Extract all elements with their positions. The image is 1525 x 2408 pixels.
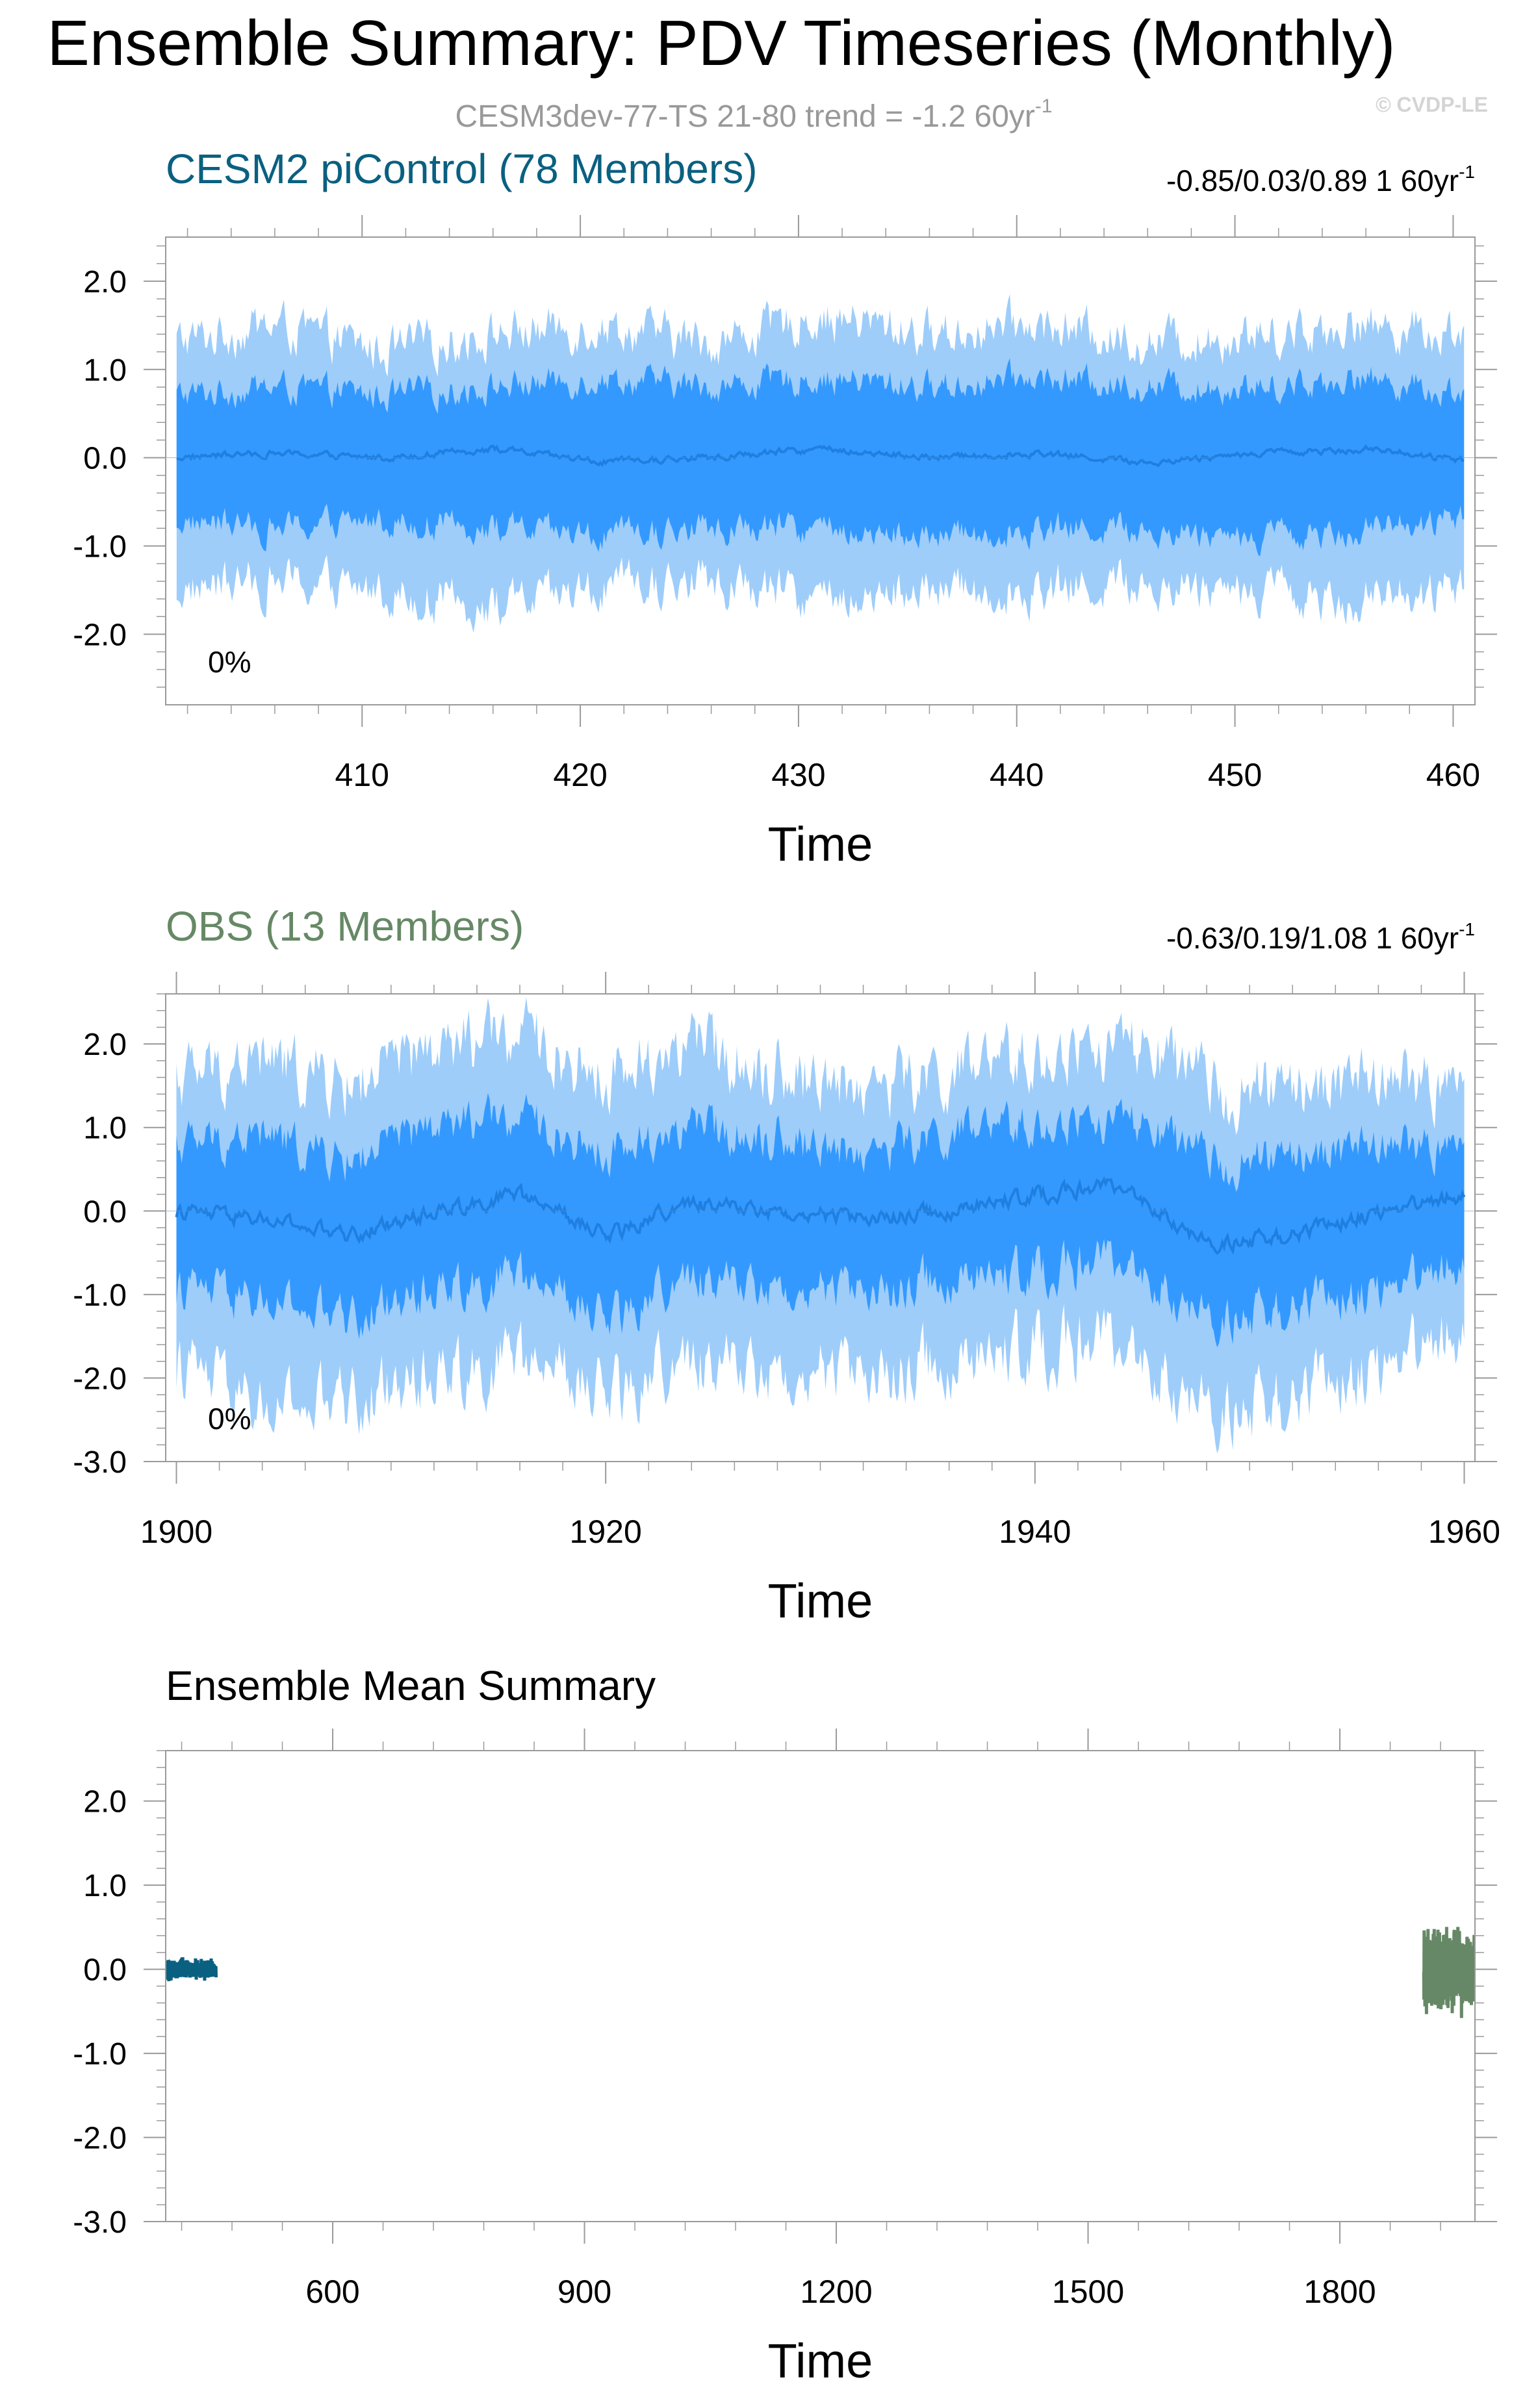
ensemble-mean-line bbox=[175, 1176, 1466, 1255]
subtitle-superscript: -1 bbox=[1035, 95, 1053, 117]
x-tick-label: 410 bbox=[335, 757, 389, 793]
y-tick-label: -3.0 bbox=[73, 1445, 127, 1480]
subtitle-text: CESM3dev-77-TS 21-80 trend = -1.2 60yr bbox=[455, 99, 1034, 134]
x-axis-label: Time bbox=[768, 2334, 873, 2388]
y-tick-label: -2.0 bbox=[73, 2122, 127, 2156]
y-tick-label: 0.0 bbox=[83, 442, 127, 476]
panel-stats-superscript: -1 bbox=[1459, 162, 1475, 182]
panel-stats: -0.85/0.03/0.89 1 60yr-1 bbox=[1166, 162, 1475, 197]
data-layer bbox=[166, 1927, 1475, 2018]
y-tick-label: -3.0 bbox=[73, 2205, 127, 2240]
plot-frame bbox=[165, 1750, 1476, 2222]
ensemble-mean-series-picontrol bbox=[166, 1957, 218, 1982]
y-tick-label: -2.0 bbox=[73, 1362, 127, 1396]
percent-label: 0% bbox=[208, 1402, 251, 1436]
data-layer bbox=[166, 294, 1475, 633]
panel-cesm2-picontrol: CESM2 piControl (78 Members) -0.85/0.03/0… bbox=[73, 146, 1497, 871]
panel-stats-superscript: -1 bbox=[1459, 919, 1475, 939]
inner-range-band bbox=[176, 358, 1465, 556]
panel-ensemble-mean-summary: Ensemble Mean Summary 2.0 1.0 0.0 -1.0 -2.0 -3… bbox=[73, 1662, 1497, 2388]
panel-title: CESM2 piControl (78 Members) bbox=[166, 146, 758, 192]
x-tick-label: 440 bbox=[990, 757, 1044, 793]
x-tick-label: 600 bbox=[305, 2274, 359, 2310]
x-tick-label: 450 bbox=[1208, 757, 1262, 793]
x-tick-label: 1500 bbox=[1052, 2274, 1124, 2310]
x-tick-label: 1960 bbox=[1428, 1514, 1500, 1550]
y-tick-label: -1.0 bbox=[73, 1278, 127, 1313]
inner-range-band bbox=[176, 1093, 1465, 1347]
x-tick-label: 1200 bbox=[800, 2274, 872, 2310]
y-tick-label: 1.0 bbox=[83, 1111, 127, 1146]
y-tick-label: 2.0 bbox=[83, 1028, 127, 1062]
watermark: © CVDP-LE bbox=[1376, 93, 1488, 116]
x-tick-label: 1800 bbox=[1303, 2274, 1376, 2310]
percent-label: 0% bbox=[208, 645, 251, 679]
x-tick-label: 1900 bbox=[140, 1514, 212, 1550]
y-tick-label: 2.0 bbox=[83, 265, 127, 299]
panel-obs: OBS (13 Members) -0.63/0.19/1.08 1 60yr-1… bbox=[73, 903, 1500, 1628]
x-tick-label: 460 bbox=[1426, 757, 1480, 793]
x-axis-label: Time bbox=[768, 817, 873, 871]
plot-frame bbox=[165, 236, 1476, 705]
ensemble-mean-line bbox=[176, 444, 1465, 468]
panel-stats-text: -0.85/0.03/0.89 1 60yr bbox=[1166, 164, 1459, 197]
y-tick-label: 2.0 bbox=[83, 1785, 127, 1819]
x-tick-label: 900 bbox=[557, 2274, 611, 2310]
figure-subtitle: CESM3dev-77-TS 21-80 trend = -1.2 60yr-1 bbox=[455, 95, 1052, 134]
panel-title: Ensemble Mean Summary bbox=[166, 1662, 656, 1709]
x-tick-label: 1940 bbox=[999, 1514, 1071, 1550]
y-tick-label: 1.0 bbox=[83, 353, 127, 388]
y-tick-label: -2.0 bbox=[73, 618, 127, 652]
x-axis-label: Time bbox=[768, 1574, 873, 1628]
data-layer bbox=[166, 996, 1475, 1454]
x-tick-label: 430 bbox=[771, 757, 825, 793]
panel-stats: -0.63/0.19/1.08 1 60yr-1 bbox=[1166, 919, 1475, 955]
y-tick-label: 0.0 bbox=[83, 1953, 127, 1988]
y-tick-label: -1.0 bbox=[73, 529, 127, 564]
y-tick-label: -1.0 bbox=[73, 2037, 127, 2072]
ensemble-mean-series-obs bbox=[1422, 1927, 1475, 2018]
panel-title: OBS (13 Members) bbox=[166, 903, 524, 950]
y-tick-label: 1.0 bbox=[83, 1869, 127, 1903]
figure-title: Ensemble Summary: PDV Timeseries (Monthl… bbox=[47, 7, 1396, 79]
y-tick-label: 0.0 bbox=[83, 1195, 127, 1229]
x-tick-label: 1920 bbox=[570, 1514, 642, 1550]
panel-stats-text: -0.63/0.19/1.08 1 60yr bbox=[1166, 921, 1459, 955]
x-tick-label: 420 bbox=[553, 757, 607, 793]
